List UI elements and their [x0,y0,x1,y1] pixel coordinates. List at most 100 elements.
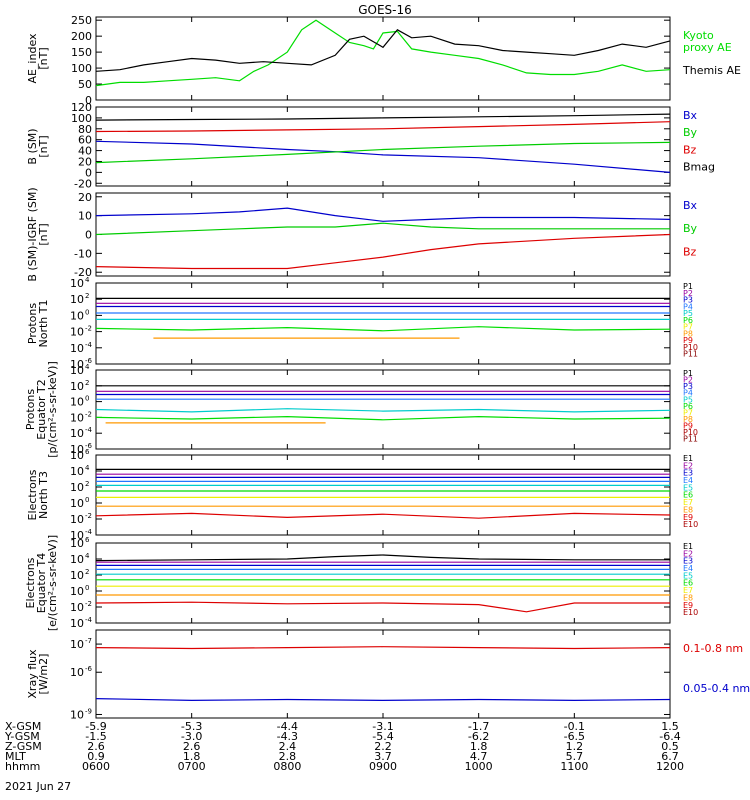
y-tick-exponent: 4 [85,276,90,284]
series-line [95,121,671,133]
y-tick-exponent: -7 [85,637,92,645]
ephemeris-row-label: X-GSM [5,720,41,733]
legend-label: Kyoto [683,29,714,42]
y-tick-label: 10 [70,666,84,679]
y-axis-label: B (SM)-IGRF (SM) [26,187,39,281]
series-line [95,601,670,613]
legend-label: By [683,126,698,139]
y-tick-label: 50 [78,78,92,91]
legend-label: P9 [683,422,693,431]
series-line [95,415,671,421]
y-tick-label: 250 [71,14,92,27]
legend-label: By [683,222,698,235]
y-axis-label: Electrons [26,469,39,520]
y-axis-label: North T3 [37,471,50,519]
legend-label: P7 [683,323,693,332]
y-tick-exponent: 6 [85,448,90,456]
ephemeris-value: 0600 [82,760,110,773]
y-tick-exponent: 4 [85,464,90,472]
series-line [95,113,671,121]
y-axis-label: [nT] [37,223,50,245]
ephemeris-value: -3.1 [372,720,393,733]
ephemeris-value: -5.3 [181,720,202,733]
y-axis-label: Equator T4 [35,553,48,613]
ephemeris-value: -4.3 [277,730,298,743]
legend-label: Bx [683,109,698,122]
legend-label: E7 [683,498,693,507]
y-tick-exponent: 2 [85,480,89,488]
y-tick-label: 0 [85,229,92,242]
legend-label: P4 [683,302,693,311]
ephemeris-value: 2.6 [183,740,201,753]
ephemeris-value: 1.2 [566,740,584,753]
legend-label: P5 [683,395,693,404]
y-tick-label: 10 [70,309,84,322]
legend-label: E2 [683,549,693,558]
y-tick-label: 100 [71,62,92,75]
y-tick-exponent: 0 [85,395,89,403]
y-tick-label: 10 [70,513,84,526]
legend-label: P2 [683,376,693,385]
y-axis-label: [e/(cm²-s-sr-keV)] [46,535,59,631]
y-tick-label: 60 [78,134,92,147]
y-axis-label: Xray flux [26,649,39,699]
y-tick-label: 10 [70,553,84,566]
y-tick-label: 10 [70,380,84,393]
y-tick-label: -10 [74,247,92,260]
ephemeris-value: -6.5 [564,730,585,743]
ephemeris-value: 2.6 [87,740,105,753]
series-line [95,326,671,332]
ephemeris-value: 2.4 [279,740,297,753]
legend-label: E9 [683,601,693,610]
y-axis-label: B (SM) [26,128,39,164]
panel-frame [95,16,671,101]
y-tick-exponent: -2 [85,600,92,608]
ephemeris-row-label: MLT [5,750,26,763]
legend-label: P10 [683,428,698,437]
y-axis-label: Protons [24,389,37,430]
ephemeris-value: -4.4 [277,720,298,733]
ephemeris-value: 4.7 [470,750,488,763]
y-axis-label: [nT] [37,47,50,69]
legend-label: E10 [683,520,698,529]
y-tick-label: 10 [70,411,84,424]
ephemeris-row-label: Z-GSM [5,740,42,753]
ephemeris-value: -6.4 [659,730,680,743]
legend-label: P9 [683,336,693,345]
y-tick-label: 20 [78,155,92,168]
legend-label: E9 [683,513,693,522]
y-tick-label: -20 [74,266,92,279]
y-tick-label: 10 [70,481,84,494]
series-line [95,207,671,222]
y-tick-label: 10 [70,449,84,462]
ephemeris-value: -6.2 [468,730,489,743]
legend-label: P7 [683,408,693,417]
y-tick-exponent: -2 [85,325,92,333]
legend-label: P6 [683,402,693,411]
y-tick-label: 10 [70,364,84,377]
y-tick-label: 10 [70,326,84,339]
y-axis-label: Protons [26,303,39,344]
legend-label: Themis AE [682,64,741,77]
y-tick-label: 10 [70,497,84,510]
y-tick-exponent: -4 [85,341,93,349]
ephemeris-value: 1.8 [470,740,488,753]
legend-label: P6 [683,316,693,325]
legend-label: E1 [683,542,693,551]
y-tick-label: 10 [70,396,84,409]
legend-label: Bz [683,143,697,156]
y-tick-label: 10 [70,529,84,542]
legend-label: Bz [683,245,697,258]
ephemeris-value: 0.9 [87,750,105,763]
ephemeris-row-label: hhmm [5,760,40,773]
legend-label: P2 [683,289,693,298]
y-tick-exponent: -2 [85,512,92,520]
panel-frame [95,106,671,187]
y-tick-exponent: 2 [85,292,89,300]
ephemeris-value: 3.7 [374,750,392,763]
y-tick-exponent: 0 [85,496,89,504]
